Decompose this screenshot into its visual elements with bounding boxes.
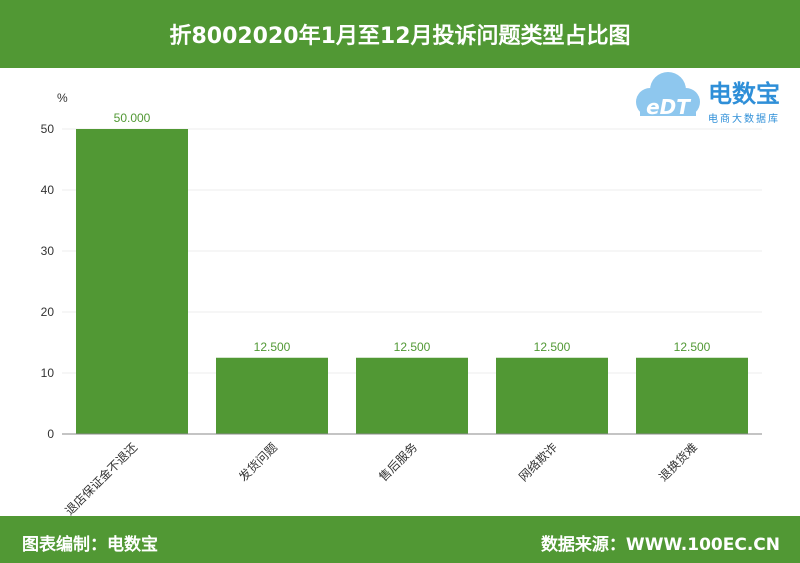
- data-label: 50.000: [114, 111, 151, 125]
- y-tick-label: 50: [41, 122, 55, 136]
- y-tick-label: 20: [41, 305, 55, 319]
- y-tick-label: 40: [41, 183, 55, 197]
- y-tick-label: 0: [47, 427, 54, 441]
- data-label: 12.500: [674, 340, 711, 354]
- data-label: 12.500: [254, 340, 291, 354]
- bar: [76, 129, 188, 434]
- x-tick-label: 网络欺诈: [516, 440, 561, 485]
- cloud-logo-icon: eDT: [636, 72, 700, 119]
- y-tick-label: 30: [41, 244, 55, 258]
- y-axis-label: %: [57, 91, 68, 105]
- x-tick-label: 发货问题: [236, 440, 281, 485]
- bar: [216, 357, 328, 434]
- bar: [356, 357, 468, 434]
- bar: [496, 357, 608, 434]
- bar-chart: % 0 10 20 30 40 50 50.000 12.500 12.500 12.500 12…: [41, 91, 762, 516]
- x-tick-label: 退换货难: [656, 440, 701, 485]
- footer-data-source: 数据来源：WWW.100EC.CN: [540, 535, 780, 555]
- logo-brand: 电数宝: [708, 80, 780, 108]
- x-tick-label: 退店保证金不退还: [62, 440, 140, 516]
- logo: eDT 电数宝 电商大数据库: [628, 66, 798, 128]
- chart-title: 折8002020年1月至12月投诉问题类型占比图: [0, 0, 800, 68]
- footer-source-author: 图表编制：电数宝: [22, 535, 158, 555]
- data-label: 12.500: [534, 340, 571, 354]
- x-tick-label: 售后服务: [376, 440, 421, 485]
- data-label: 12.500: [394, 340, 431, 354]
- logo-subtitle: 电商大数据库: [708, 114, 780, 125]
- footer: 图表编制：电数宝 数据来源：WWW.100EC.CN: [0, 516, 800, 563]
- logo-mark: eDT: [646, 95, 691, 119]
- bar: [636, 357, 748, 434]
- y-tick-label: 10: [41, 366, 55, 380]
